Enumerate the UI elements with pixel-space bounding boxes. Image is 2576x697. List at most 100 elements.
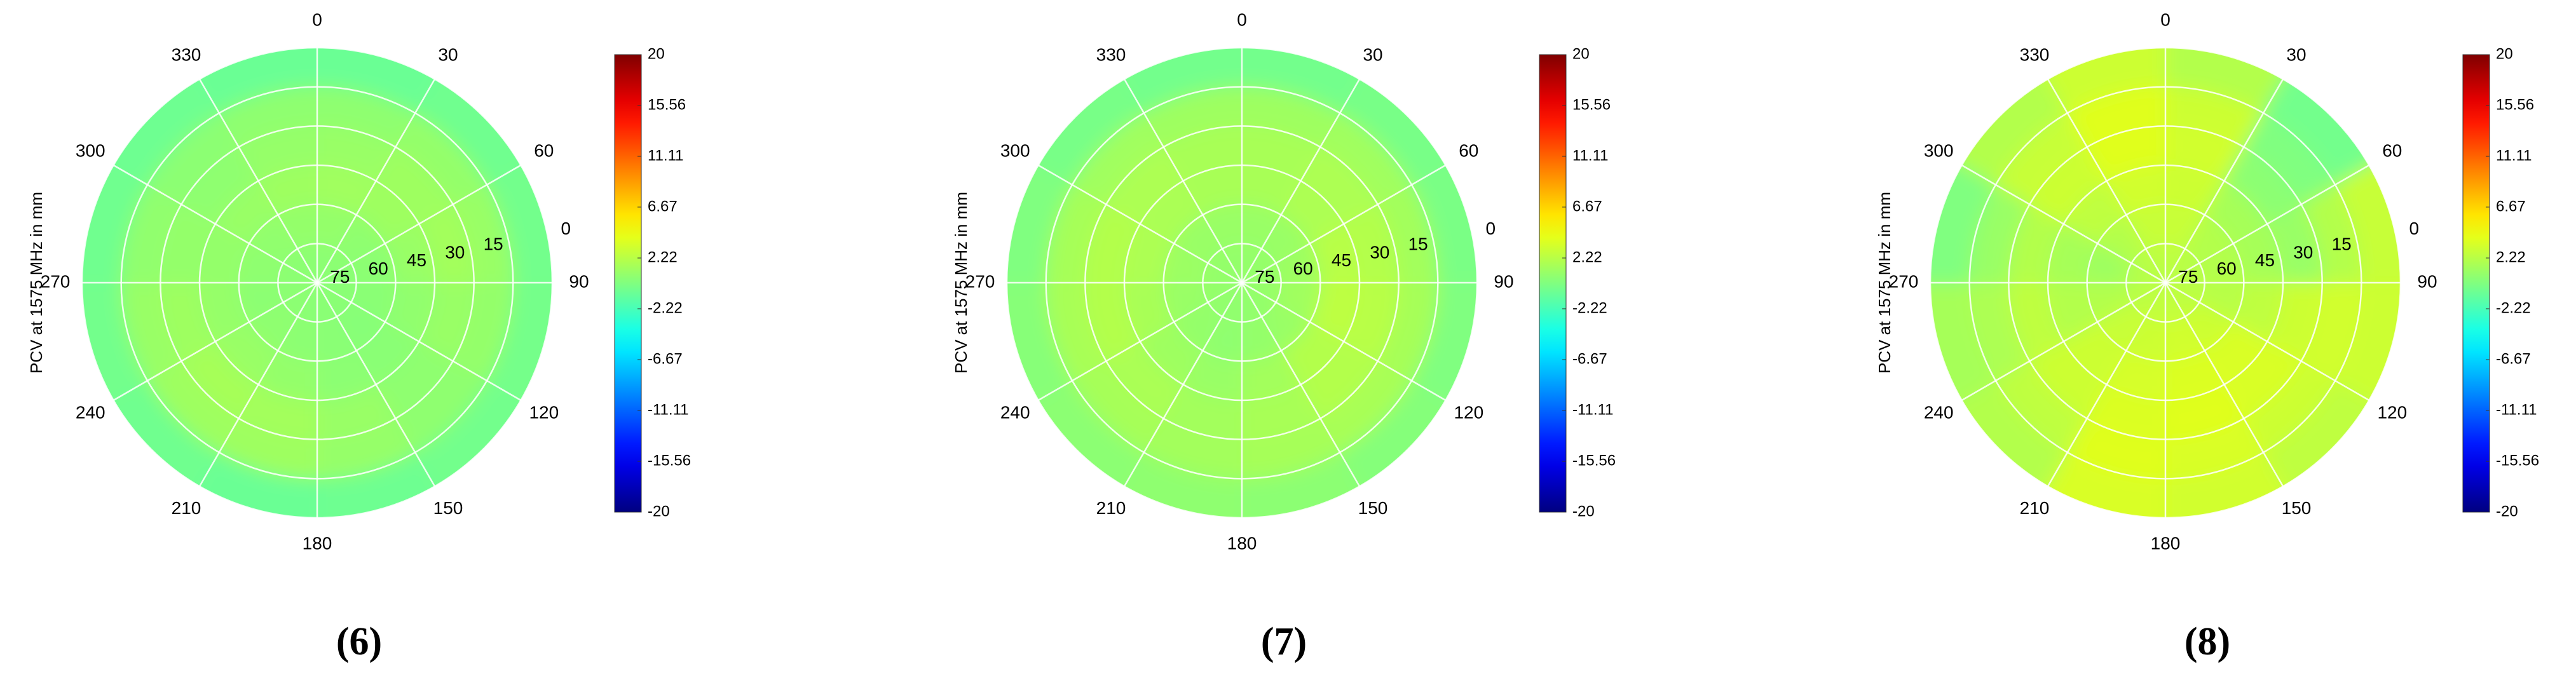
grid-spoke bbox=[1241, 281, 1447, 402]
panel: 0 30 60 90 120 150 180 210 240 270 300 330 0 15 30 45 60… bbox=[951, 10, 1616, 663]
grid-spoke bbox=[2047, 78, 2167, 283]
colorbar-label: 6.67 bbox=[1572, 198, 1602, 215]
colorbar-label: 2.22 bbox=[648, 248, 678, 266]
azimuth-label: 30 bbox=[2286, 45, 2306, 65]
colorbar-label: 11.11 bbox=[2496, 147, 2532, 164]
azimuth-label: 90 bbox=[569, 271, 589, 291]
elevation-label: 30 bbox=[445, 242, 465, 262]
colorbar-label: -6.67 bbox=[648, 350, 683, 367]
azimuth-label: 180 bbox=[303, 533, 332, 553]
colorbar-label: -2.22 bbox=[2496, 299, 2531, 316]
colorbar bbox=[614, 54, 642, 513]
grid-spoke bbox=[1241, 78, 1361, 283]
azimuth-label: 0 bbox=[1237, 10, 1247, 29]
azimuth-label: 90 bbox=[1494, 271, 1513, 291]
grid-spoke bbox=[198, 78, 318, 283]
colorbar-label: 15.56 bbox=[648, 96, 686, 113]
grid-spoke bbox=[1241, 164, 1447, 284]
grid-spoke bbox=[2164, 282, 2284, 487]
y-axis-label: PCV at 1575 MHz in mm bbox=[951, 192, 971, 374]
colorbar-label: 2.22 bbox=[2496, 248, 2526, 266]
elevation-label: 15 bbox=[2332, 234, 2352, 254]
grid-spoke bbox=[112, 164, 318, 284]
elevation-label: 15 bbox=[484, 234, 503, 254]
azimuth-label: 30 bbox=[438, 45, 458, 65]
grid-spoke bbox=[317, 281, 522, 402]
elevation-label: 30 bbox=[2293, 242, 2313, 262]
azimuth-label: 60 bbox=[1459, 140, 1478, 160]
colorbar-label: -11.11 bbox=[648, 401, 689, 418]
colorbar-label: 6.67 bbox=[648, 198, 678, 215]
azimuth-label: 30 bbox=[1363, 45, 1382, 65]
grid-spoke bbox=[1037, 164, 1243, 284]
colorbar-label: -6.67 bbox=[1572, 350, 1607, 367]
elevation-label: 0 bbox=[2409, 219, 2419, 238]
azimuth-label: 90 bbox=[2417, 271, 2437, 291]
azimuth-label: 60 bbox=[2382, 140, 2402, 160]
azimuth-label: 300 bbox=[76, 140, 106, 160]
azimuth-label: 150 bbox=[1358, 498, 1388, 518]
colorbar-label: 15.56 bbox=[1572, 96, 1611, 113]
azimuth-label: 180 bbox=[2151, 533, 2181, 553]
grid-spoke bbox=[1123, 78, 1243, 283]
panel: 0 30 60 90 120 150 180 210 240 270 300 330 0 15 30 45 60… bbox=[27, 10, 691, 663]
azimuth-label: 120 bbox=[529, 402, 559, 422]
azimuth-label: 150 bbox=[433, 498, 463, 518]
elevation-label: 75 bbox=[1255, 267, 1274, 287]
grid-spoke bbox=[1241, 282, 1361, 487]
azimuth-label: 120 bbox=[1454, 402, 1483, 422]
y-axis-label: PCV at 1575 MHz in mm bbox=[1875, 192, 1894, 374]
azimuth-label: 330 bbox=[172, 45, 201, 65]
azimuth-label: 330 bbox=[2020, 45, 2050, 65]
elevation-label: 0 bbox=[561, 219, 571, 238]
grid-spoke bbox=[316, 78, 436, 283]
elevation-label: 60 bbox=[2217, 259, 2237, 278]
azimuth-label: 270 bbox=[1889, 271, 1919, 291]
heatmap-clip bbox=[1930, 48, 2401, 518]
azimuth-label: 270 bbox=[41, 271, 71, 291]
grid-spoke bbox=[2165, 164, 2370, 284]
caption: (6) bbox=[336, 620, 382, 663]
colorbar bbox=[1539, 54, 1567, 513]
elevation-label: 60 bbox=[1293, 259, 1313, 278]
colorbar-label: 11.11 bbox=[648, 147, 684, 164]
azimuth-label: 150 bbox=[2282, 498, 2312, 518]
elevation-label: 30 bbox=[1370, 242, 1389, 262]
grid-spoke bbox=[1961, 281, 2166, 402]
elevation-label: 45 bbox=[407, 250, 426, 270]
grid-spoke bbox=[316, 282, 436, 487]
elevation-label: 75 bbox=[330, 267, 350, 287]
colorbar-label: 6.67 bbox=[2496, 198, 2526, 215]
azimuth-label: 210 bbox=[1096, 498, 1126, 518]
caption: (7) bbox=[1261, 620, 1307, 663]
azimuth-label: 120 bbox=[2377, 402, 2407, 422]
colorbar-label: 20 bbox=[648, 45, 665, 62]
colorbar bbox=[2462, 54, 2490, 513]
heatmap bbox=[1930, 48, 2401, 518]
azimuth-label: 0 bbox=[312, 10, 322, 29]
colorbar-label: -15.56 bbox=[2496, 452, 2539, 469]
azimuth-label: 300 bbox=[1000, 140, 1030, 160]
colorbar-label: -11.11 bbox=[2496, 401, 2537, 418]
azimuth-label: 330 bbox=[1096, 45, 1126, 65]
grid-spoke bbox=[2165, 281, 2370, 402]
y-axis-label: PCV at 1575 MHz in mm bbox=[27, 192, 46, 374]
grid-spoke bbox=[1961, 164, 2166, 284]
colorbar-label: 20 bbox=[2496, 45, 2513, 62]
azimuth-label: 60 bbox=[534, 140, 554, 160]
colorbar-label: -11.11 bbox=[1572, 401, 1614, 418]
colorbar-label: -15.56 bbox=[648, 452, 691, 469]
azimuth-label: 240 bbox=[1924, 402, 1954, 422]
grid-spoke bbox=[2047, 282, 2167, 487]
colorbar-label: 20 bbox=[1572, 45, 1590, 62]
caption: (8) bbox=[2184, 620, 2230, 663]
grid-spoke bbox=[112, 281, 318, 402]
azimuth-label: 180 bbox=[1227, 533, 1257, 553]
colorbar-label: -6.67 bbox=[2496, 350, 2531, 367]
azimuth-label: 240 bbox=[76, 402, 106, 422]
colorbar-label: 2.22 bbox=[1572, 248, 1602, 266]
azimuth-label: 300 bbox=[1924, 140, 1954, 160]
grid-spoke bbox=[2164, 78, 2284, 283]
grid-spoke bbox=[198, 282, 318, 487]
